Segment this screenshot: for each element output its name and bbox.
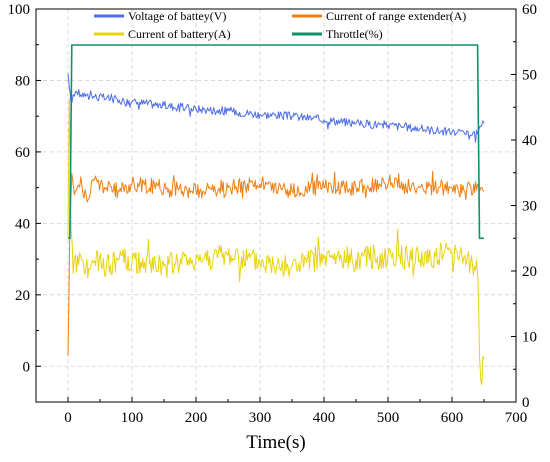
series-line-1	[67, 73, 485, 143]
y-right-tick-label: 50	[522, 68, 537, 84]
series-line-2	[67, 170, 485, 356]
legend-label-1: Voltage of battey(V)	[128, 9, 226, 23]
series-line-4	[68, 44, 484, 240]
y-left-tick-label: 0	[23, 359, 31, 375]
legend-label-4: Throttle(%)	[326, 27, 383, 41]
y-left-tick-label: 80	[15, 73, 30, 89]
x-axis-title: Time(s)	[246, 432, 305, 453]
y-right-tick-label: 30	[522, 199, 537, 215]
y-right-tick-label: 10	[522, 330, 537, 346]
x-tick-label: 300	[249, 410, 272, 426]
y-right-tick-label: 0	[522, 395, 530, 411]
x-tick-label: 400	[313, 410, 336, 426]
plot-frame	[35, 8, 517, 403]
series-line-3	[67, 97, 485, 386]
y-right-tick-label: 20	[522, 264, 537, 280]
y-right-tick-label: 40	[522, 133, 537, 149]
axis-layer: 0 100 200 300 400 500 600 700020406080100010203…	[8, 2, 538, 426]
series-layer	[67, 44, 485, 386]
x-tick-label: 500	[377, 410, 400, 426]
y-right-tick-label: 60	[522, 2, 537, 18]
y-left-tick-label: 100	[8, 2, 31, 18]
x-tick-label: 700	[505, 410, 528, 426]
y-left-tick-label: 40	[15, 216, 30, 232]
x-tick-label: 0	[64, 410, 72, 426]
y-left-tick-label: 20	[15, 288, 30, 304]
x-tick-label: 200	[185, 410, 208, 426]
legend-label-3: Current of battery(A)	[128, 27, 231, 41]
x-tick-label: 100	[121, 410, 144, 426]
y-left-tick-label: 60	[15, 145, 30, 161]
legend-label-2: Current of range extender(A)	[326, 9, 466, 23]
grid-layer	[36, 8, 517, 402]
x-tick-label: 600	[441, 410, 464, 426]
legend: Voltage of battey(V) Current of range ext…	[94, 9, 466, 41]
